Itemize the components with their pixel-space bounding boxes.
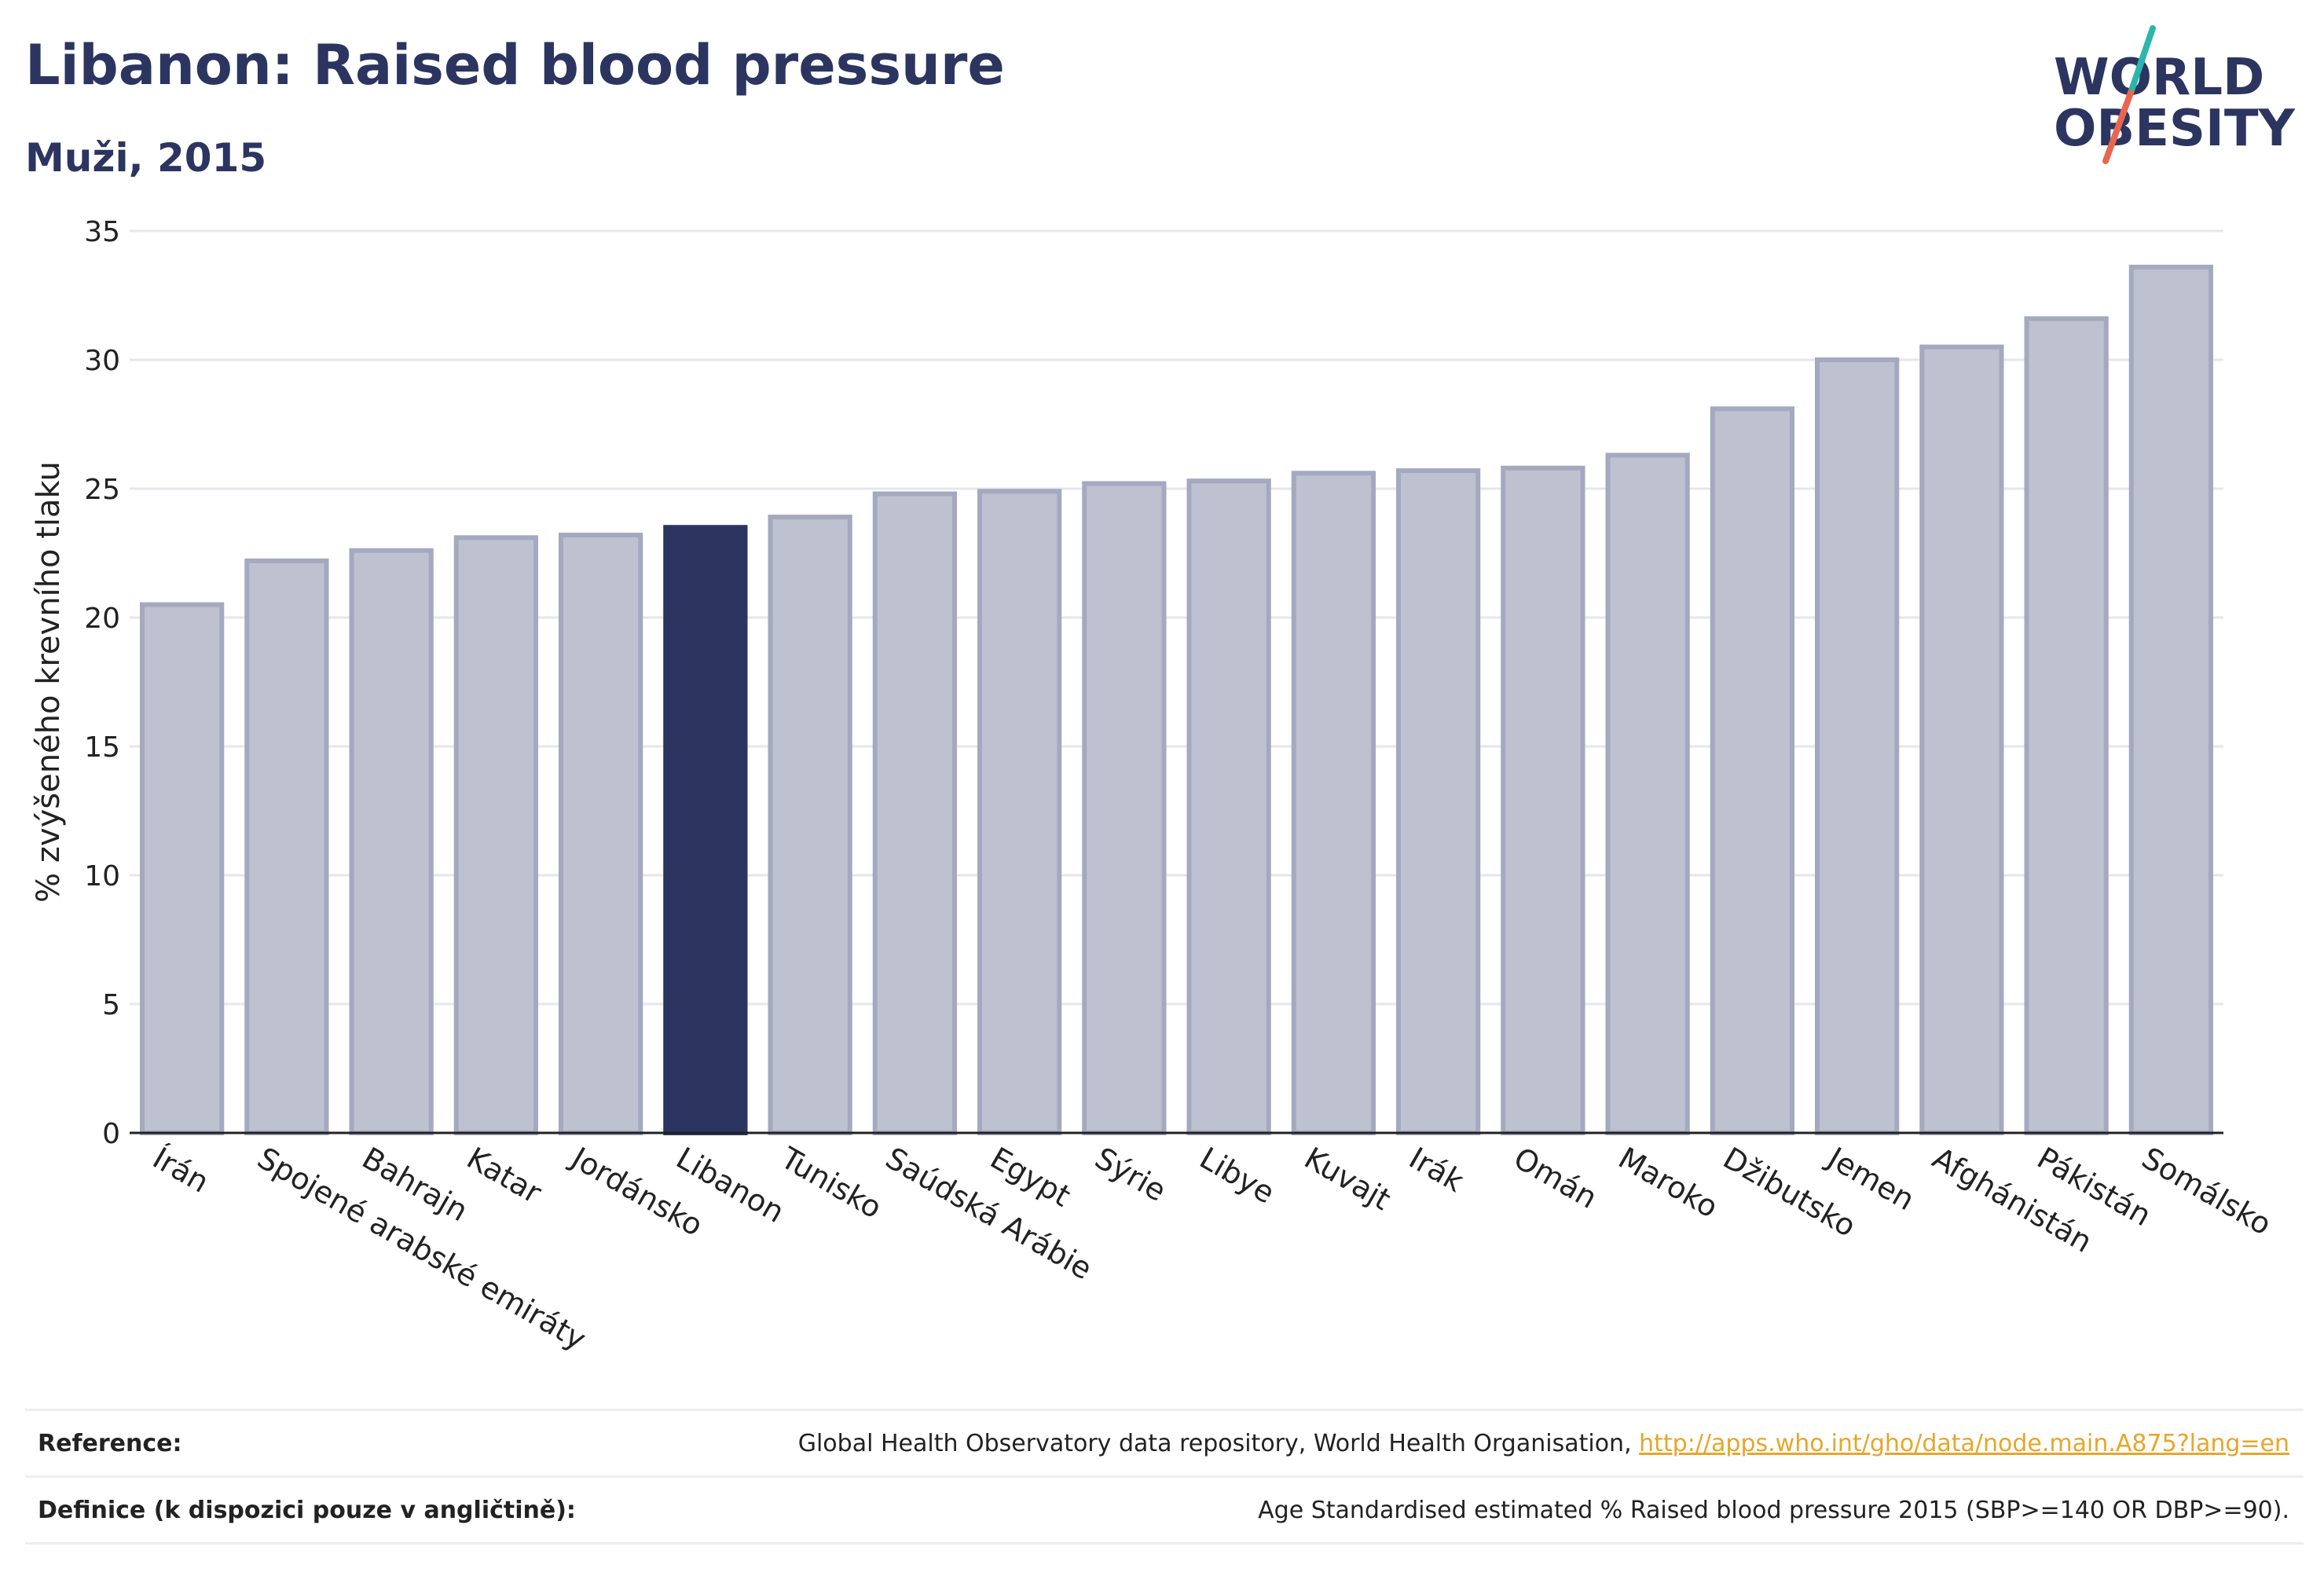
definition-value: Age Standardised estimated % Raised bloo…: [1258, 1496, 2289, 1524]
bar: [768, 515, 852, 1135]
bar: [558, 533, 643, 1135]
bar-highlighted: [663, 525, 748, 1135]
chart-subtitle: Muži, 2015: [25, 135, 267, 181]
y-tick-label: 5: [102, 989, 120, 1021]
reference-link[interactable]: http://apps.who.int/gho/data/node.main.A…: [1639, 1429, 2289, 1457]
y-tick-label: 25: [84, 474, 120, 506]
y-tick-label: 10: [84, 860, 120, 892]
bar: [1710, 406, 1795, 1135]
reference-row: Reference: Global Health Observatory dat…: [25, 1409, 2304, 1475]
x-tick-label: Kuvajt: [1299, 1141, 1396, 1217]
x-tick-label: Somálsko: [2136, 1141, 2278, 1242]
reference-label: Reference:: [38, 1429, 182, 1457]
bar: [1186, 478, 1271, 1135]
bar-chart: 0 5 10 15 20 25 30 35 Írán Spojené arabské emirá…: [31, 216, 2277, 1357]
gridlines: [130, 229, 2223, 1006]
bars: [139, 264, 2214, 1136]
reference-text: Global Health Observatory data repositor…: [797, 1429, 1640, 1457]
bar: [1291, 471, 1376, 1135]
logo-word-obesity: OBESITY: [2054, 100, 2295, 158]
y-tick-label: 15: [84, 731, 120, 764]
bar: [1501, 465, 1585, 1135]
y-tick-label: 20: [84, 603, 120, 635]
bar: [1082, 481, 1167, 1135]
bar: [2128, 264, 2214, 1135]
bar: [349, 548, 434, 1135]
y-tick-label: 30: [84, 345, 120, 377]
chart-title: Libanon: Raised blood pressure: [25, 33, 1005, 97]
bar: [872, 491, 958, 1135]
bar: [1605, 453, 1690, 1135]
reference-value: Global Health Observatory data repositor…: [798, 1430, 2304, 1457]
x-tick-label: Írán: [147, 1141, 214, 1200]
x-tick-label: Tunisko: [775, 1140, 888, 1226]
y-tick-label: 0: [102, 1118, 120, 1150]
x-tick-label: Sýrie: [1089, 1141, 1171, 1208]
y-axis-ticks: 0 5 10 15 20 25 30 35: [84, 216, 120, 1150]
bar: [139, 602, 225, 1135]
logo-slash-bottom: [2102, 90, 2134, 164]
bar: [453, 535, 539, 1135]
x-tick-label: Maroko: [1613, 1141, 1725, 1225]
bar: [244, 558, 329, 1135]
footer-table: Reference: Global Health Observatory dat…: [25, 1409, 2304, 1545]
x-tick-label: Katar: [461, 1141, 548, 1211]
x-tick-label: Libye: [1194, 1141, 1281, 1211]
logo-word-world: WORLD: [2054, 49, 2264, 107]
bar: [1814, 357, 1900, 1135]
y-tick-label: 35: [84, 216, 120, 248]
logo-slash-top: [2128, 25, 2156, 96]
bar: [2024, 316, 2109, 1135]
world-obesity-logo: WORLD OBESITY: [2054, 25, 2295, 164]
bar: [977, 489, 1062, 1135]
x-tick-label: Omán: [1508, 1141, 1603, 1215]
x-tick-label: Irák: [1403, 1141, 1469, 1199]
definition-row: Definice (k dispozici pouze v angličtině…: [25, 1475, 2304, 1545]
definition-label: Definice (k dispozici pouze v angličtině…: [38, 1496, 576, 1524]
y-axis-title: % zvýšeného krevního tlaku: [31, 461, 67, 903]
bar: [1395, 468, 1481, 1135]
bar: [1919, 344, 2004, 1136]
